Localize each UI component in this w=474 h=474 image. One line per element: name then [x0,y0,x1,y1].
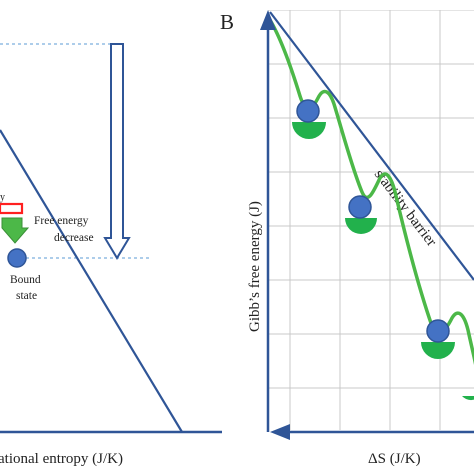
panel-b-y-axis-label: Gibb’s free energy (J) [247,201,263,332]
state-label: state [16,290,37,302]
well-2-ball [348,195,372,219]
panel-b-letter: B [220,10,234,34]
stability-barrier-line [269,11,474,281]
well-4-partial [462,396,474,401]
well-3-ball [426,319,450,343]
free-energy-decrease-arrow [103,43,131,260]
well-2-cup [345,218,377,234]
well-1-ball [296,99,320,123]
well-3-cup [421,342,455,359]
panel-a-red-bar [0,202,24,215]
panel-b-x-axis-label: ΔS (J/K) [368,451,421,467]
well-4-cup [462,396,474,401]
panel-a-x-axis-label: ational entropy (J/K) [0,451,123,467]
panel-a-barrier-line [0,129,183,433]
panel-b-x-axis-arrowhead [270,424,290,440]
well-1-cup [292,122,326,139]
panel-a-red-label: y [0,192,5,203]
decrease-label: decrease [54,232,94,244]
panel-a: y Free energy decrease Bound state ation… [0,43,222,467]
panel-b: B stability barrier [220,10,474,467]
bound-label: Bound [10,274,41,286]
well-2 [345,195,377,234]
bound-state-ball [7,248,27,268]
panel-a-green-arrow [1,217,30,244]
free-energy-label: Free energy [34,215,89,227]
panel-b-y-axis-arrowhead [260,10,276,30]
energy-landscape-path [268,18,474,365]
well-1 [292,99,326,139]
well-3 [421,319,455,359]
panel-b-grid [268,10,474,430]
